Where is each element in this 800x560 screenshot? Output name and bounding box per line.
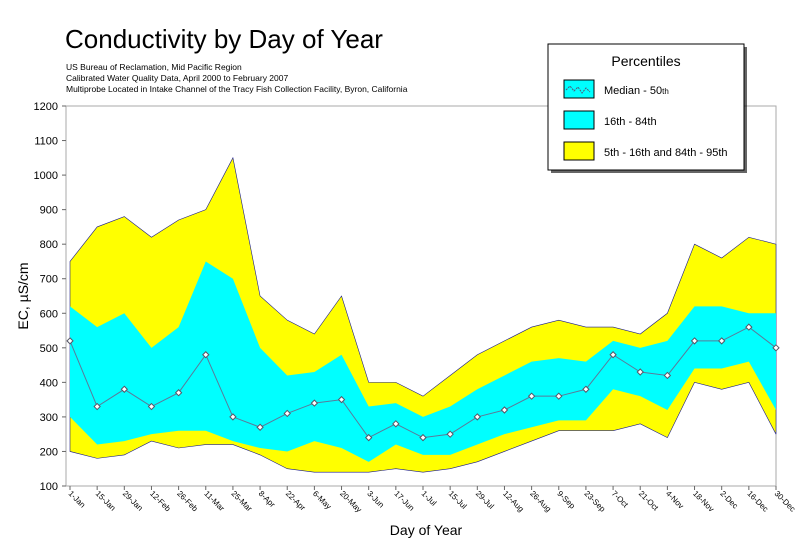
median-point (392, 420, 400, 428)
y-tick-label: 200 (40, 446, 58, 458)
x-tick-label: 1-Jan (67, 489, 88, 510)
y-tick-label: 800 (40, 239, 58, 251)
x-tick-label: 9-Sep (555, 489, 577, 511)
x-tick-label: 25-Mar (230, 489, 255, 514)
median-point (582, 385, 590, 393)
x-tick-label: 22-Apr (284, 489, 308, 513)
y-tick-label: 100 (40, 481, 58, 493)
x-tick-label: 20-May (338, 489, 363, 514)
median-point (229, 413, 237, 421)
x-tick-label: 7-Oct (610, 489, 631, 510)
median-point (690, 337, 699, 345)
subtitle-3: Multiprobe Located in Intake Channel of … (66, 84, 408, 94)
median-point (174, 389, 183, 397)
x-tick-label: 1-Jul (420, 489, 439, 508)
x-tick-label: 12-Feb (148, 489, 173, 514)
y-tick-label: 400 (40, 377, 58, 389)
x-tick-label: 26-Feb (175, 489, 200, 514)
x-tick-label: 30-Dec (773, 489, 798, 514)
median-point (364, 433, 373, 442)
median-point (283, 409, 291, 418)
x-tick-label: 29-Jan (121, 489, 145, 513)
chart-title: Conductivity by Day of Year (65, 24, 383, 54)
legend-label-median: Median - 50th (604, 85, 669, 97)
legend-swatch-5-95 (563, 141, 595, 161)
median-point (256, 423, 264, 431)
y-tick-label: 300 (40, 412, 58, 424)
y-tick-label: 700 (40, 274, 58, 286)
x-tick-label: 8-Apr (257, 489, 277, 509)
x-tick-label: 4-Nov (664, 489, 685, 510)
median-point (527, 392, 536, 400)
median-point (772, 344, 780, 352)
legend-median-line (565, 85, 591, 94)
median-point (446, 430, 454, 438)
x-tick-label: 3-Jun (365, 489, 386, 510)
y-tick-label: 900 (40, 205, 58, 217)
x-tick-label: 17-Jun (392, 489, 416, 513)
median-point (202, 351, 210, 359)
x-tick-label: 29-Jul (474, 489, 496, 511)
median-point (147, 402, 156, 411)
median-point (93, 402, 101, 411)
x-tick-label: 18-Nov (691, 489, 716, 514)
median-point (745, 323, 753, 331)
y-axis-label: EC, µS/cm (15, 262, 31, 329)
x-tick-label: 23-Sep (583, 489, 608, 514)
legend-label-16-84: 16th - 84th (604, 116, 657, 128)
x-tick-label: 2-Dec (718, 489, 739, 510)
subtitle-2: Calibrated Water Quality Data, April 200… (66, 73, 288, 83)
subtitle-1: US Bureau of Reclamation, Mid Pacific Re… (66, 62, 242, 72)
legend-swatch-16-84 (563, 110, 595, 130)
median-point (663, 371, 672, 380)
x-tick-label: 12-Aug (501, 489, 526, 514)
median-point (717, 337, 726, 345)
median-point (120, 385, 129, 393)
legend-label-5-95: 5th - 16th and 84th - 95th (604, 147, 728, 159)
x-tick-label: 16-Dec (745, 489, 770, 514)
y-tick-label: 600 (40, 308, 58, 320)
x-tick-label: 21-Oct (637, 489, 661, 513)
x-axis-label: Day of Year (390, 522, 463, 538)
x-tick-label: 15-Jul (447, 489, 469, 511)
x-tick-label: 11-Mar (202, 489, 226, 513)
legend-title: Percentiles (611, 53, 680, 69)
median-point (500, 406, 509, 414)
median-point (66, 337, 74, 345)
median-point (473, 413, 482, 421)
y-tick-label: 500 (40, 343, 58, 355)
x-tick-label: 26-Aug (528, 489, 553, 514)
band-16-84 (70, 261, 776, 462)
y-tick-label: 1200 (34, 101, 58, 113)
median-point (636, 368, 644, 376)
x-tick-label: 6-May (311, 489, 333, 511)
median-point (609, 351, 617, 359)
median-point (337, 395, 346, 404)
median-point (555, 392, 563, 400)
median-point (419, 433, 427, 442)
x-tick-label: 15-Jan (94, 489, 118, 513)
legend: Percentiles Median - 50th 16th - 84th 5t… (547, 43, 747, 173)
y-tick-label: 1000 (34, 170, 58, 182)
y-tick-label: 1100 (34, 136, 58, 148)
median-point (310, 399, 319, 407)
